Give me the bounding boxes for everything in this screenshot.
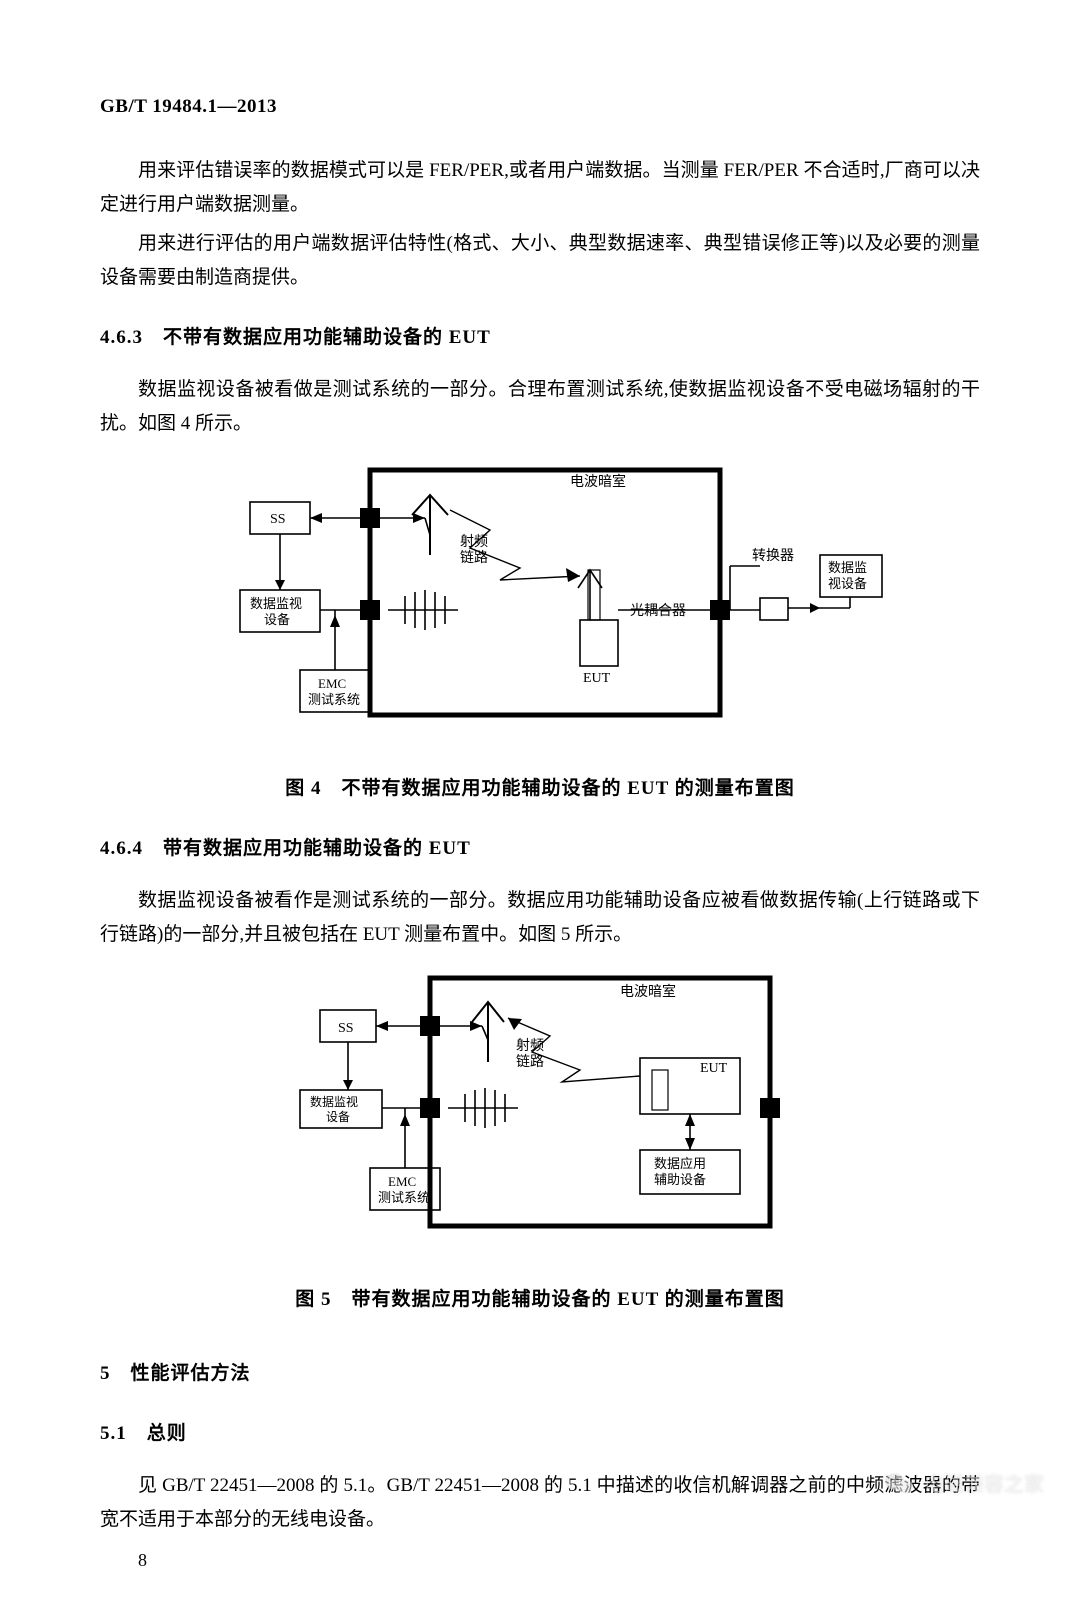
section-5-title: 5 性能评估方法: [100, 1357, 980, 1391]
data-monitor2-l2: 视设备: [828, 576, 867, 591]
chamber-label: 电波暗室: [570, 473, 626, 490]
data-monitor-l2: 设备: [264, 612, 290, 627]
chamber-label: 电波暗室: [620, 983, 676, 1000]
figure-5-caption: 图 5 带有数据应用功能辅助设备的 EUT 的测量布置图: [100, 1283, 980, 1317]
data-monitor2-l1: 数据监: [828, 560, 867, 575]
figure-4-svg: 电波暗室 射频 链路 EUT 光耦合器: [190, 460, 890, 730]
rf-link-l2: 链路: [460, 550, 488, 566]
data-monitor-l1: 数据监视: [310, 1094, 358, 1109]
ss-label: SS: [270, 512, 286, 527]
document-page: GB/T 19484.1—2013 用来评估错误率的数据模式可以是 FER/PE…: [0, 0, 1080, 1616]
data-monitor-l1: 数据监视: [250, 596, 302, 611]
rf-link-l2: 链路: [516, 1054, 544, 1070]
figure-5-svg: 电波暗室 射频 链路 EUT 数据应用 辅助设备: [260, 970, 820, 1240]
eut-label: EUT: [700, 1061, 728, 1076]
ss-label: SS: [338, 1021, 354, 1036]
section-464-title: 4.6.4 带有数据应用功能辅助设备的 EUT: [100, 832, 980, 866]
figure-5: 电波暗室 射频 链路 EUT 数据应用 辅助设备: [100, 970, 980, 1252]
rf-link-l1: 射频: [516, 1038, 544, 1054]
figure-4-caption: 图 4 不带有数据应用功能辅助设备的 EUT 的测量布置图: [100, 772, 980, 806]
emc-l2: 测试系统: [378, 1190, 430, 1205]
paragraph: 用来进行评估的用户端数据评估特性(格式、大小、典型数据速率、典型错误修正等)以及…: [100, 227, 980, 295]
paragraph: 见 GB/T 22451—2008 的 5.1。GB/T 22451—2008 …: [100, 1469, 980, 1537]
figure-4: 电波暗室 射频 链路 EUT 光耦合器: [100, 460, 980, 742]
opto-label: 光耦合器: [630, 603, 686, 619]
paragraph: 用来评估错误率的数据模式可以是 FER/PER,或者用户端数据。当测量 FER/…: [100, 154, 980, 222]
wechat-icon: [884, 1471, 914, 1495]
watermark-text: 电磁兼容之家: [924, 1468, 1044, 1497]
section-463-title: 4.6.3 不带有数据应用功能辅助设备的 EUT: [100, 321, 980, 355]
standard-header: GB/T 19484.1—2013: [100, 90, 980, 124]
section-51-title: 5.1 总则: [100, 1417, 980, 1451]
paragraph: 数据监视设备被看作是测试系统的一部分。数据应用功能辅助设备应被看做数据传输(上行…: [100, 884, 980, 952]
aux-l2: 辅助设备: [654, 1172, 706, 1187]
page-number: 8: [138, 1544, 980, 1576]
paragraph: 数据监视设备被看做是测试系统的一部分。合理布置测试系统,使数据监视设备不受电磁场…: [100, 373, 980, 441]
converter-label: 转换器: [752, 547, 794, 564]
eut-label: EUT: [583, 671, 611, 686]
emc-l2: 测试系统: [308, 692, 360, 707]
emc-l1: EMC: [388, 1174, 416, 1189]
data-monitor-l2: 设备: [326, 1110, 350, 1124]
aux-l1: 数据应用: [654, 1156, 706, 1171]
rf-link-l1: 射频: [460, 534, 488, 550]
emc-l1: EMC: [318, 676, 346, 691]
watermark: 电磁兼容之家: [884, 1468, 1044, 1497]
